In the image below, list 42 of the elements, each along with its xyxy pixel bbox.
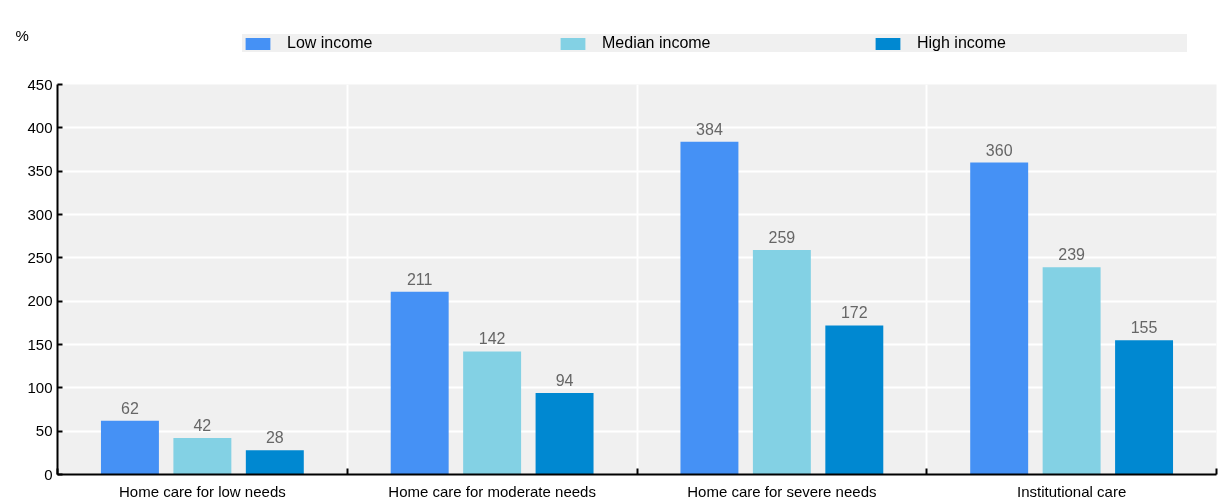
- bar: [1042, 267, 1101, 475]
- data-label: 239: [1058, 246, 1086, 264]
- data-label: 94: [555, 372, 574, 390]
- y-tick-label: 50: [35, 422, 53, 440]
- data-label: 155: [1130, 319, 1158, 337]
- bar: [245, 450, 304, 475]
- y-tick-label: 250: [27, 248, 53, 266]
- legend-label: High income: [917, 34, 1007, 52]
- data-label: 142: [478, 330, 506, 348]
- bar: [535, 393, 594, 475]
- y-tick-label: 350: [27, 162, 53, 180]
- data-label: 360: [985, 141, 1013, 159]
- y-tick-label: 300: [27, 205, 53, 223]
- x-tick-label: Home care for moderate needs: [388, 482, 596, 500]
- bar: [680, 141, 739, 475]
- y-tick-label: 400: [27, 118, 53, 136]
- y-tick-label: 100: [27, 378, 53, 396]
- legend-label: Median income: [602, 34, 712, 52]
- bar: [390, 291, 449, 475]
- bar: [1115, 340, 1174, 475]
- data-label: 384: [696, 120, 723, 138]
- legend-label: Low income: [287, 34, 374, 52]
- data-label: 259: [768, 229, 796, 247]
- data-label: 62: [121, 399, 139, 417]
- y-tick-label: 450: [27, 75, 53, 93]
- data-label: 172: [840, 304, 868, 322]
- y-axis-title: %: [15, 27, 29, 44]
- bar: [463, 351, 522, 475]
- y-tick-label: 150: [27, 335, 53, 353]
- x-tick-label: Home care for low needs: [119, 482, 286, 500]
- x-tick-label: Institutional care: [1017, 482, 1127, 500]
- bar: [970, 162, 1029, 475]
- bar: [100, 420, 159, 475]
- x-tick-label: Home care for severe needs: [687, 482, 877, 500]
- y-tick-label: 200: [27, 292, 53, 310]
- y-tick-label: 0: [44, 465, 53, 483]
- data-label: 42: [193, 417, 212, 435]
- bar: [752, 250, 811, 475]
- bar: [825, 325, 884, 475]
- data-label: 28: [265, 429, 284, 447]
- bar: [173, 438, 232, 475]
- data-label: 211: [406, 270, 433, 288]
